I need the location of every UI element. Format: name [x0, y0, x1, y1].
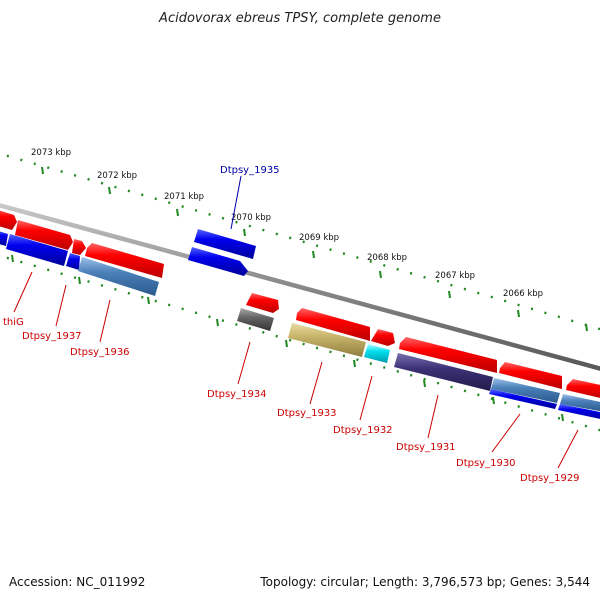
reverse-strand-genes	[0, 230, 600, 420]
gene-forward-10[interactable]	[566, 379, 600, 399]
genome-summary-text: Topology: circular; Length: 3,796,573 bp…	[259, 575, 590, 589]
kbp-label-2072: 2072 kbp	[97, 171, 137, 181]
gene-steel-3[interactable]	[560, 394, 600, 412]
gene-label-dtpsy-1933[interactable]: Dtpsy_1933	[277, 408, 337, 419]
kbp-label-2073: 2073 kbp	[31, 148, 71, 158]
gene-purple-1[interactable]	[394, 353, 493, 391]
gene-forward-4[interactable]	[85, 243, 164, 278]
gene-forward-6[interactable]	[296, 308, 370, 341]
gene-forward-9[interactable]	[499, 362, 562, 389]
gene-dtpsy-1935	[188, 229, 256, 276]
gene-forward-1[interactable]	[0, 209, 17, 230]
gene-blue-1[interactable]	[0, 230, 8, 246]
kbp-label-2068: 2068 kbp	[367, 253, 407, 263]
kbp-label-2069: 2069 kbp	[299, 233, 339, 243]
gene-forward-8[interactable]	[399, 337, 497, 373]
gene-label-dtpsy-1934[interactable]: Dtpsy_1934	[207, 389, 267, 400]
gene-steel-1[interactable]	[78, 257, 159, 296]
outer-major-ticks	[41, 166, 588, 332]
kbp-label-2071: 2071 kbp	[164, 192, 204, 202]
gene-label-dtpsy-1937[interactable]: Dtpsy_1937	[22, 331, 82, 342]
gene-label-dtpsy-1936[interactable]: Dtpsy_1936	[70, 347, 130, 358]
gene-forward-7[interactable]	[371, 329, 395, 346]
gene-olive-1[interactable]	[288, 323, 366, 357]
accession-text: Accession: NC_011992	[9, 575, 145, 589]
genome-backbone	[0, 203, 600, 371]
inner-major-ticks	[11, 254, 564, 422]
forward-strand-genes	[0, 209, 600, 399]
kbp-label-2067: 2067 kbp	[435, 271, 475, 281]
gene-blue-4[interactable]	[489, 389, 557, 409]
gene-blue-3[interactable]	[66, 253, 80, 270]
gene-steel-2[interactable]	[491, 378, 560, 403]
gene-label-thig[interactable]: thiG	[3, 317, 24, 328]
gene-label-dtpsy-1930[interactable]: Dtpsy_1930	[456, 458, 516, 469]
map-title: Acidovorax ebreus TPSY, complete genome	[158, 11, 441, 26]
gene-label-dtpsy-1935[interactable]: Dtpsy_1935	[220, 165, 280, 176]
gene-label-dtpsy-1931[interactable]: Dtpsy_1931	[396, 442, 456, 453]
gene-forward-5[interactable]	[246, 293, 279, 313]
gene-label-dtpsy-1929[interactable]: Dtpsy_1929	[520, 473, 580, 484]
kbp-label-2066: 2066 kbp	[503, 289, 543, 299]
gene-cyan-1[interactable]	[364, 344, 390, 363]
gene-forward-3[interactable]	[72, 239, 86, 255]
gene-blue-1935-b[interactable]	[188, 247, 248, 276]
gene-blue-2[interactable]	[6, 234, 68, 266]
gene-forward-2[interactable]	[15, 220, 73, 250]
leader-line-dtpsy-1935	[230, 175, 242, 230]
gene-blue-1935-a[interactable]	[194, 229, 256, 259]
label-leader-lines	[13, 271, 579, 469]
gene-blue-5[interactable]	[558, 404, 600, 420]
gene-label-dtpsy-1932[interactable]: Dtpsy_1932	[333, 425, 393, 436]
kbp-label-2070: 2070 kbp	[231, 213, 271, 223]
gene-gray-1[interactable]	[237, 308, 274, 331]
